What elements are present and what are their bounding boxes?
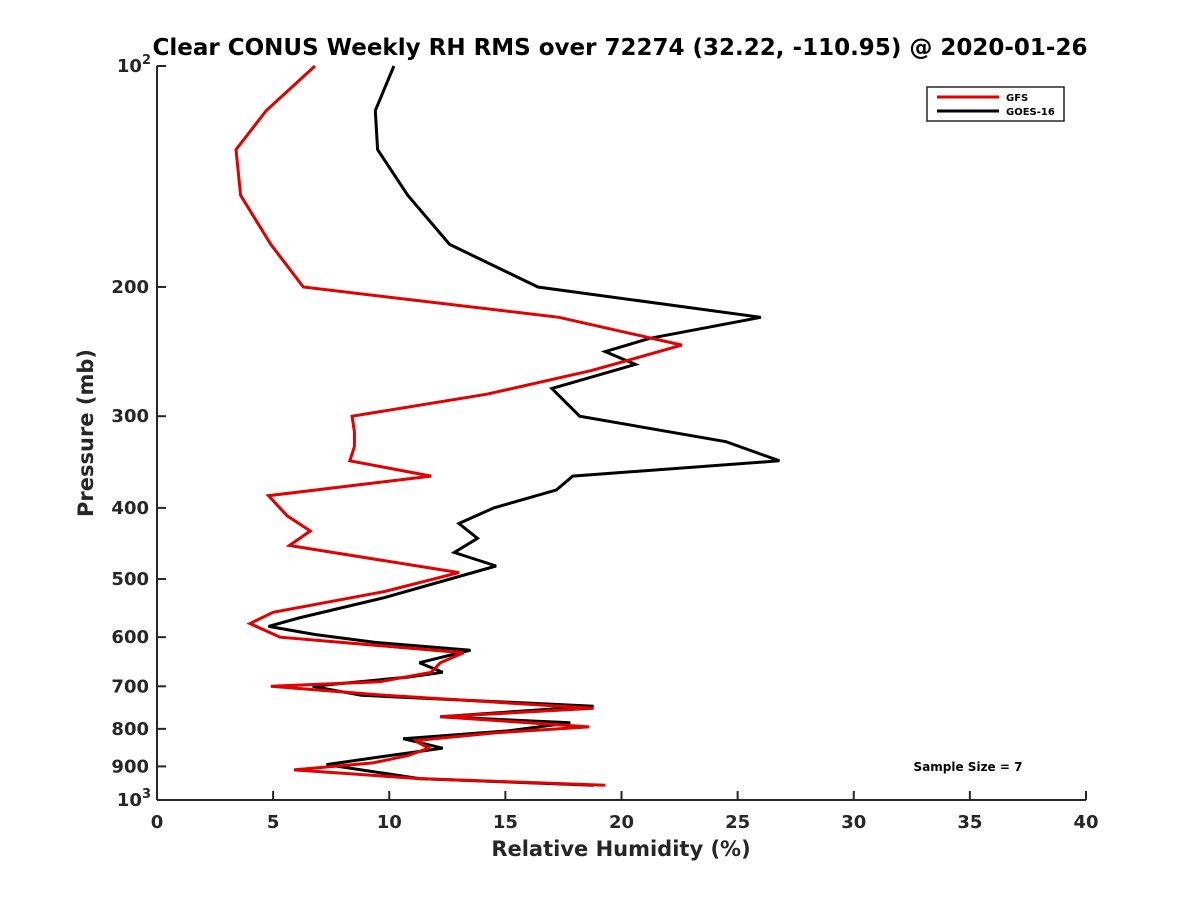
x-tick-label: 10 [377,812,402,833]
y-tick-label: 102 [117,53,151,77]
legend-label: GOES-16 [1006,107,1055,118]
x-tick-label: 40 [1073,812,1098,833]
x-tick-label: 25 [725,812,750,833]
axes: 0 5 10 15 20 25 30 35 40 102 200 300 400 500 600 700 800… [111,53,1098,833]
x-tick-label: 0 [151,812,164,833]
y-tick-label: 103 [117,787,151,811]
y-tick-label: 900 [111,756,149,777]
y-tick-label: 300 [111,406,149,427]
y-tick-label: 200 [111,277,149,298]
y-tick-label: 800 [111,719,149,740]
series-layer [234,64,780,787]
x-tick-label: 35 [957,812,982,833]
y-tick-label: 600 [111,627,149,648]
x-axis-label: Relative Humidity (%) [491,837,750,861]
x-tick-label: 15 [493,812,518,833]
chart-title: Clear CONUS Weekly RH RMS over 72274 (32… [153,35,1088,61]
x-tick-label: 30 [841,812,866,833]
x-tick-label: 5 [267,812,280,833]
y-axis-label: Pressure (mb) [74,349,98,517]
legend: GFS GOES-16 [926,86,1065,122]
series-line-gfs [234,64,683,787]
legend-label: GFS [1006,93,1028,104]
legend-box [926,86,1065,122]
y-tick-label: 400 [111,498,149,519]
sample-size-annotation: Sample Size = 7 [914,760,1023,774]
x-tick-label: 20 [609,812,634,833]
y-tick-label: 500 [111,569,149,590]
y-tick-label: 700 [111,676,149,697]
